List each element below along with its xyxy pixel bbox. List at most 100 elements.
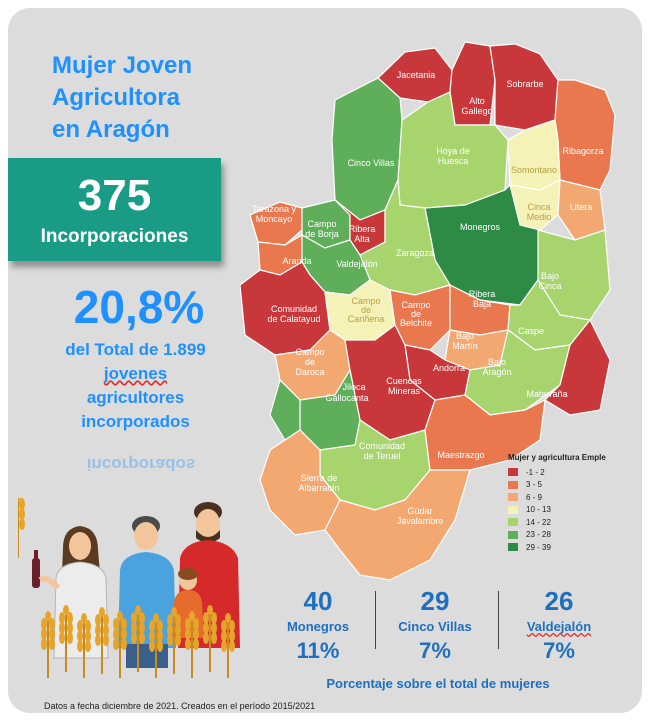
label-ribagorza: Ribagorza bbox=[562, 146, 603, 156]
legend-swatch bbox=[508, 505, 518, 514]
label-teruel-1: Comunidad bbox=[359, 441, 405, 451]
legend-label: 23 - 28 bbox=[526, 530, 551, 540]
footer-note: Datos a fecha diciembre de 2021. Creados… bbox=[44, 701, 316, 711]
stat-name: Monegros bbox=[286, 619, 350, 634]
label-aranda: Aranda bbox=[282, 256, 311, 266]
incorporations-count: 375 bbox=[77, 171, 152, 220]
legend-swatch bbox=[508, 493, 518, 502]
label-cuencas-2: Mineras bbox=[388, 386, 421, 396]
label-ribera-alta-2: Alta bbox=[354, 234, 370, 244]
label-andorra: Andorra bbox=[433, 363, 465, 373]
legend-item: 3 - 5 bbox=[508, 479, 642, 492]
label-bajo-cinca-2: Cinca bbox=[538, 281, 561, 291]
legend-item: 10 - 13 bbox=[508, 504, 642, 517]
label-carinena-3: Cariñena bbox=[348, 314, 385, 324]
label-gudar-2: Javalambre bbox=[397, 516, 444, 526]
label-bajo-martin-1: Bajo bbox=[456, 331, 474, 341]
share-line-3: agricultores bbox=[86, 388, 185, 407]
legend-label: 6 - 9 bbox=[526, 492, 543, 502]
legend-item: -1 - 2 bbox=[508, 466, 642, 479]
legend-label: 10 - 13 bbox=[526, 505, 551, 515]
label-ribera-alta-1: Ribera bbox=[349, 224, 376, 234]
label-belchite-3: Belchite bbox=[400, 318, 432, 328]
label-jiloca: Jiloca bbox=[342, 382, 365, 392]
stat-valdejalon: 26 Valdejalón 7% bbox=[504, 586, 614, 664]
stat-cinco-villas: 29 Cinco Villas 7% bbox=[380, 586, 490, 664]
label-hoya-de: Hoya de bbox=[436, 146, 470, 156]
mirrored-reflection-text: incorporados bbox=[86, 455, 196, 474]
label-bajo-aragon-1: Bajo bbox=[488, 357, 506, 367]
map-labels: Jacetania Alto Gallego Sobrarbe Ribagorz… bbox=[252, 70, 604, 526]
share-percentage: 20,8% bbox=[73, 281, 205, 333]
incorporations-box: 375 Incorporaciones bbox=[8, 158, 221, 261]
label-gudar-1: Gúdar bbox=[407, 506, 432, 516]
label-ribera-baja-1: Ribera bbox=[469, 289, 496, 299]
stat-name: Cinco Villas bbox=[398, 619, 472, 634]
label-tarazona-y: Tarazona y bbox=[252, 204, 297, 214]
legend-item: 29 - 39 bbox=[508, 541, 642, 554]
legend-swatch bbox=[508, 518, 518, 527]
map-regions bbox=[240, 41, 616, 581]
label-carinena-2: de bbox=[361, 305, 371, 315]
label-maestrazgo: Maestrazgo bbox=[437, 450, 484, 460]
label-moncayo: Moncayo bbox=[256, 214, 293, 224]
stat-percent: 7% bbox=[543, 638, 575, 663]
share-line-1: del Total de 1.899 bbox=[65, 340, 206, 359]
woman-figure bbox=[32, 526, 109, 659]
stat-percent: 7% bbox=[419, 638, 451, 663]
legend-label: 29 - 39 bbox=[526, 542, 551, 552]
label-cuencas-1: Cuencas bbox=[386, 376, 422, 386]
label-jacetania: Jacetania bbox=[397, 70, 436, 80]
legend-item: 23 - 28 bbox=[508, 529, 642, 542]
legend-label: 3 - 5 bbox=[526, 480, 543, 490]
stat-divider bbox=[498, 591, 499, 649]
title-line-3: en Aragón bbox=[52, 116, 170, 143]
stat-count: 26 bbox=[544, 586, 574, 616]
region-gudar-javalambre bbox=[324, 469, 471, 581]
farmers-illustration bbox=[18, 498, 240, 678]
label-bajo-aragon-2: Aragón bbox=[482, 367, 511, 377]
legend-title: Mujer y agricultura Emple bbox=[508, 453, 606, 462]
page-title: Mujer Joven Agricultora en Aragón bbox=[52, 50, 252, 146]
label-alto: Alto bbox=[469, 96, 485, 106]
label-calatayud-2: de Calatayud bbox=[267, 314, 320, 324]
stat-divider bbox=[375, 591, 376, 649]
label-litera: Litera bbox=[570, 202, 593, 212]
stat-count: 40 bbox=[303, 586, 333, 616]
label-bajo-martin-2: Martín bbox=[452, 341, 478, 351]
label-huesca: Huesca bbox=[438, 156, 469, 166]
wheat-field bbox=[18, 498, 235, 678]
label-gallego: Gallego bbox=[461, 106, 492, 116]
label-daroca-2: de bbox=[305, 357, 315, 367]
legend-item: 14 - 22 bbox=[508, 516, 642, 529]
label-cinco-villas: Cinco Villas bbox=[348, 158, 395, 168]
label-somontano: Somontano bbox=[511, 165, 557, 175]
label-daroca-3: Daroca bbox=[295, 367, 324, 377]
label-ribera-baja-2: Baja bbox=[473, 299, 491, 309]
incorporations-label: Incorporaciones bbox=[40, 226, 189, 247]
label-zaragoza: Zaragoza bbox=[396, 248, 434, 258]
label-albarracin-1: Sierra de bbox=[301, 473, 338, 483]
infographic-card: Mujer Joven Agricultora en Aragón 375 In… bbox=[8, 8, 642, 713]
percentage-caption: Porcentaje sobre el total de mujeres bbox=[326, 676, 550, 691]
legend-swatch bbox=[508, 543, 518, 552]
label-sobrarbe: Sobrarbe bbox=[506, 79, 543, 89]
label-valdejalon: Valdejalón bbox=[336, 259, 377, 269]
label-belchite-1: Campo bbox=[401, 300, 430, 310]
label-medio: Medio bbox=[527, 212, 552, 222]
label-caspe: Caspe bbox=[518, 326, 544, 336]
label-gallocanta: Gallocanta bbox=[325, 393, 368, 403]
stat-count: 29 bbox=[420, 586, 450, 616]
title-line-1: Mujer Joven bbox=[52, 52, 193, 79]
aragon-map: Jacetania Alto Gallego Sobrarbe Ribagorz… bbox=[240, 41, 616, 581]
map-legend: Mujer y agricultura Emple -1 - 2 3 - 5 6… bbox=[508, 453, 642, 554]
stat-percent: 11% bbox=[296, 638, 340, 663]
region-somontano bbox=[507, 119, 561, 191]
label-bajo-cinca-1: Bajo bbox=[541, 271, 559, 281]
legend-item: 6 - 9 bbox=[508, 491, 642, 504]
label-campo-borja-2: de Borja bbox=[305, 229, 339, 239]
share-line-2: jovenes bbox=[103, 364, 168, 383]
label-belchite-2: de bbox=[411, 309, 421, 319]
label-campo-borja-1: Campo bbox=[307, 219, 336, 229]
region-ribagorza bbox=[554, 79, 616, 191]
